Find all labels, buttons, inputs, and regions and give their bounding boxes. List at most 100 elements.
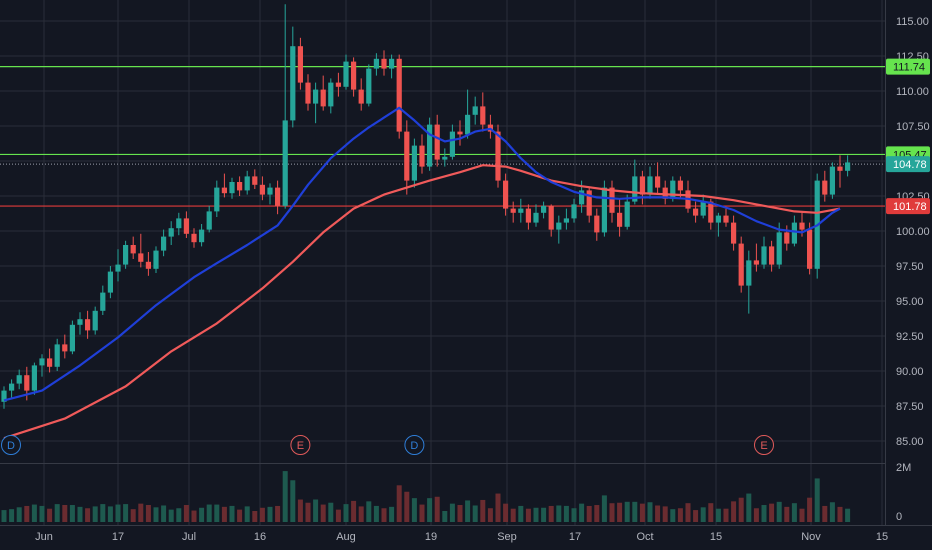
volume-bar xyxy=(282,471,288,522)
volume-bar xyxy=(655,505,661,522)
volume-bar xyxy=(16,507,22,522)
candle-body xyxy=(495,131,501,181)
price-tick-label: 85.00 xyxy=(896,436,924,448)
price-tick-label: 107.50 xyxy=(896,121,930,133)
candle-body xyxy=(176,218,182,229)
volume-bar xyxy=(791,503,797,522)
volume-bar xyxy=(183,505,189,522)
volume-bar xyxy=(761,505,767,522)
last-price-badge: 104.78 xyxy=(893,159,927,171)
volume-bar xyxy=(617,502,623,522)
volume-bar xyxy=(85,508,91,522)
candle-body xyxy=(715,215,721,223)
candle-body xyxy=(153,250,159,269)
hline-price-badge-bg xyxy=(886,198,930,215)
candle-body xyxy=(442,156,448,160)
candle-body xyxy=(617,212,623,227)
volume-bar xyxy=(434,496,440,522)
candle-body xyxy=(449,131,455,157)
volume-bar xyxy=(662,506,668,522)
candle-body xyxy=(161,236,167,251)
volume-bar xyxy=(419,504,425,522)
volume-bar xyxy=(624,501,630,522)
volume-bar xyxy=(191,510,197,522)
volume-bar xyxy=(275,505,281,522)
candle-body xyxy=(548,205,554,230)
event-marker-label: D xyxy=(7,440,15,452)
volume-bar xyxy=(389,506,395,522)
volume-bar xyxy=(723,508,729,522)
candle-body xyxy=(343,61,349,87)
volume-bar xyxy=(115,504,121,522)
volume-bar xyxy=(525,508,531,522)
candle-body xyxy=(145,261,151,269)
volume-bar xyxy=(24,505,30,522)
candle-body xyxy=(427,124,433,167)
volume-bar xyxy=(252,511,258,522)
price-tick-label: 115.00 xyxy=(896,16,929,28)
volume-bar xyxy=(639,503,645,522)
candle-body xyxy=(267,187,273,195)
candle-body xyxy=(525,208,531,223)
candle-body xyxy=(518,208,524,213)
price-tick-label: 97.50 xyxy=(896,261,924,273)
candle-body xyxy=(769,246,775,265)
candle-body xyxy=(92,310,98,331)
volume-bar xyxy=(738,497,744,522)
time-tick-label: 15 xyxy=(710,531,722,543)
grid-lines xyxy=(0,0,885,525)
time-tick-label: 16 xyxy=(254,531,266,543)
candle-body xyxy=(115,264,121,272)
candle-body xyxy=(457,131,463,135)
candle-body xyxy=(282,120,288,206)
volume-bar xyxy=(647,502,653,522)
candle-body xyxy=(290,46,296,121)
candle-body xyxy=(571,204,577,219)
candle-body xyxy=(731,222,737,244)
candle-body xyxy=(77,319,83,325)
volume-bar xyxy=(563,505,569,522)
candle-body xyxy=(168,228,174,237)
volume-bar xyxy=(335,509,341,522)
volume-bar xyxy=(145,505,151,522)
candle-body xyxy=(259,184,265,195)
volume-bar xyxy=(404,491,410,522)
candle-body xyxy=(411,145,417,181)
candle-body xyxy=(624,201,630,227)
volume-bar xyxy=(161,505,167,522)
volume-bar xyxy=(123,504,129,522)
volume-bar xyxy=(176,508,182,522)
volume-bar xyxy=(670,509,676,522)
volume-bar xyxy=(343,504,349,522)
volume-bar xyxy=(366,501,372,522)
candle-body xyxy=(373,58,379,69)
candle-body xyxy=(761,246,767,265)
volume-bar xyxy=(472,505,478,522)
volume-bar xyxy=(69,505,75,522)
volume-bar xyxy=(381,508,387,522)
volume-bar xyxy=(510,508,516,522)
volume-bar xyxy=(237,509,243,522)
volume-bar xyxy=(427,498,433,522)
volume-bar xyxy=(632,501,638,522)
candle-body xyxy=(700,201,706,216)
volume-bar xyxy=(229,505,235,522)
candle-body xyxy=(647,176,653,195)
volume-bar xyxy=(138,503,144,522)
event-marker-label: E xyxy=(297,440,304,452)
volume-bar xyxy=(571,508,577,522)
candle-body xyxy=(404,131,410,181)
volume-bar xyxy=(328,502,334,522)
volume-bar xyxy=(449,503,455,522)
volume-bar xyxy=(457,505,463,522)
volume-bar xyxy=(822,505,828,522)
volume-bar xyxy=(556,505,562,522)
candle-body xyxy=(313,89,319,104)
volume-bar xyxy=(442,510,448,522)
candle-body xyxy=(601,187,607,233)
candle-body xyxy=(776,232,782,265)
candle-body xyxy=(837,166,843,171)
